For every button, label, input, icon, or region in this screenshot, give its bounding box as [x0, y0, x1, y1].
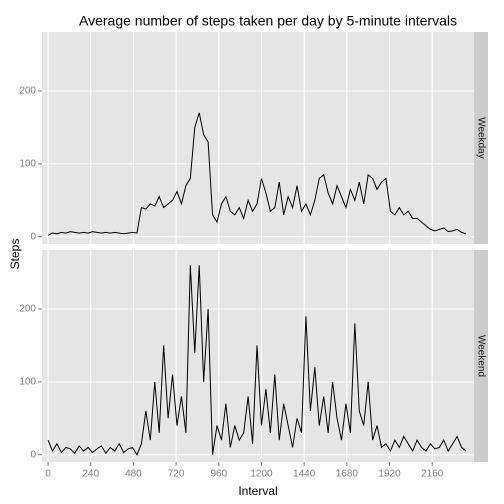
- x-tick-label: 720: [168, 469, 185, 480]
- x-tick-label: 1440: [293, 469, 316, 480]
- y-tick-label: 200: [19, 86, 36, 97]
- y-tick-label: 100: [19, 377, 36, 388]
- x-tick-label: 0: [45, 469, 51, 480]
- strip-label: Weekday: [475, 117, 486, 159]
- panel-background: [42, 32, 474, 244]
- strip: [474, 32, 488, 244]
- x-tick-label: 2160: [421, 469, 444, 480]
- y-tick-label: 0: [30, 231, 36, 242]
- y-axis-title: Steps: [8, 239, 22, 270]
- chart-title: Average number of steps taken per day by…: [79, 13, 457, 29]
- y-tick-label: 0: [30, 449, 36, 460]
- line: [47, 265, 467, 456]
- line: [47, 112, 467, 236]
- x-tick-label: 1680: [336, 469, 359, 480]
- strip-label: Weekend: [475, 335, 486, 377]
- y-tick-label: 200: [19, 304, 36, 315]
- x-tick-label: 240: [82, 469, 99, 480]
- strip: [474, 250, 488, 462]
- x-tick-label: 960: [210, 469, 227, 480]
- y-tick-label: 100: [19, 159, 36, 170]
- x-tick-label: 1200: [250, 469, 273, 480]
- x-tick-label: 480: [125, 469, 142, 480]
- x-tick-label: 1920: [378, 469, 401, 480]
- x-axis-title: Interval: [238, 484, 277, 498]
